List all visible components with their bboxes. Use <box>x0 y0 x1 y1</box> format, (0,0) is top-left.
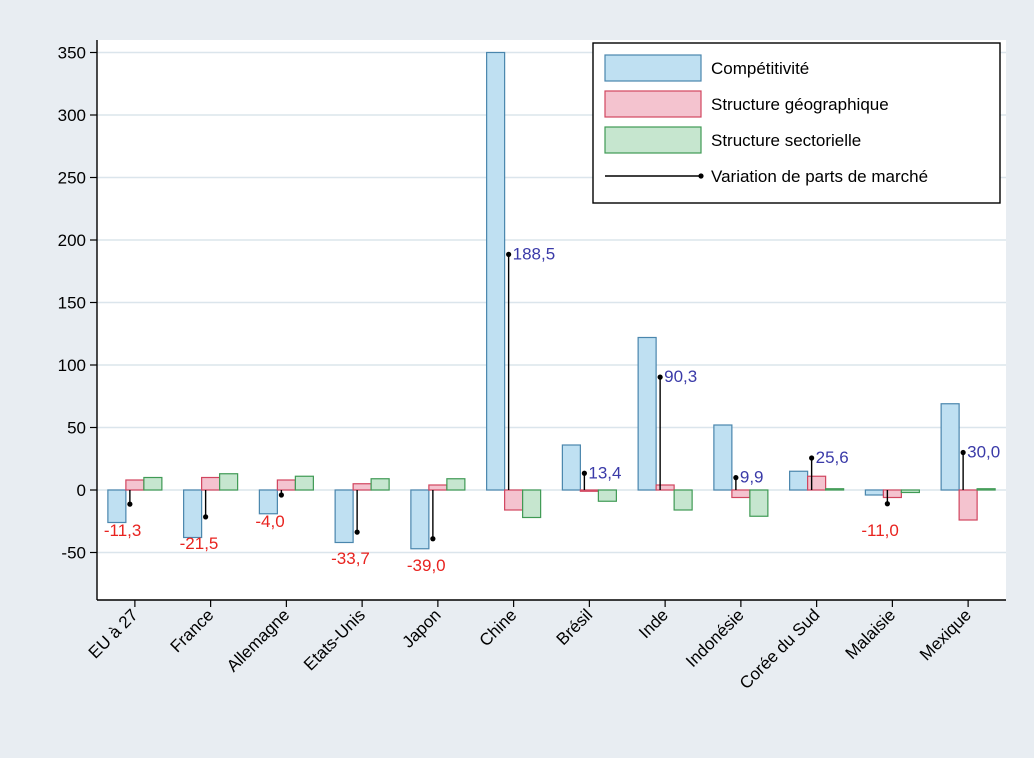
bar-structure-geographique <box>125 479 145 491</box>
variation-data-label: 13,4 <box>588 463 621 482</box>
bar-competitivite <box>334 489 354 544</box>
legend-label: Structure sectorielle <box>711 131 861 150</box>
bar-structure-sectorielle <box>900 489 920 494</box>
bar-competitivite <box>789 470 809 491</box>
bar-structure-sectorielle <box>219 473 239 491</box>
bar-competitivite <box>107 489 127 524</box>
variation-point <box>809 455 815 461</box>
variation-point <box>278 492 284 498</box>
variation-data-label: -11,3 <box>104 521 142 540</box>
bar-structure-sectorielle <box>976 488 996 491</box>
variation-point <box>127 501 133 507</box>
variation-data-label: -11,0 <box>861 521 899 540</box>
bar-competitivite <box>486 51 506 491</box>
bar-competitivite <box>864 489 884 496</box>
legend-swatch <box>604 54 702 82</box>
bar-structure-sectorielle <box>749 489 769 517</box>
variation-data-label: -39,0 <box>407 556 446 575</box>
legend-swatch <box>604 126 702 154</box>
x-tick-label: Mexique <box>916 605 975 664</box>
bar-structure-geographique <box>731 489 751 499</box>
bar-structure-geographique <box>428 484 448 491</box>
variation-data-label: 25,6 <box>816 448 849 467</box>
y-tick-label: -50 <box>61 544 86 563</box>
x-tick-label: EU à 27 <box>85 605 142 662</box>
bar-competitivite <box>258 489 278 515</box>
variation-data-label: 9,9 <box>740 468 764 487</box>
x-tick-label: France <box>167 605 218 656</box>
bar-structure-sectorielle <box>143 476 163 491</box>
x-tick-label: Indonésie <box>682 605 748 671</box>
bar-structure-geographique <box>579 489 599 492</box>
x-tick-label: Etats-Unis <box>300 605 369 674</box>
y-tick-label: 50 <box>67 419 86 438</box>
y-tick-label: 250 <box>58 169 86 188</box>
legend-label: Structure géographique <box>711 95 889 114</box>
y-tick-label: 100 <box>58 356 86 375</box>
bar-structure-geographique <box>655 484 675 491</box>
bar-competitivite <box>183 489 203 539</box>
variation-point <box>354 529 360 535</box>
y-tick-label: 300 <box>58 106 86 125</box>
variation-data-label: 90,3 <box>664 367 697 386</box>
bar-competitivite <box>940 403 960 491</box>
bar-structure-sectorielle <box>446 478 466 491</box>
bar-structure-sectorielle <box>522 489 542 519</box>
variation-point <box>960 449 966 456</box>
y-tick-label: 200 <box>58 231 86 250</box>
variation-point <box>430 536 436 542</box>
bar-structure-geographique <box>352 483 372 491</box>
variation-data-label: 30,0 <box>967 443 1000 462</box>
legend-swatch <box>604 90 702 118</box>
x-tick-label: Malaisie <box>842 605 900 663</box>
x-tick-label: Inde <box>635 605 672 642</box>
variation-data-label: 188,5 <box>513 244 556 263</box>
bar-structure-geographique <box>504 489 524 511</box>
variation-point <box>884 501 890 507</box>
bar-competitivite <box>561 444 581 491</box>
bar-structure-geographique <box>276 479 296 491</box>
y-tick-label: 150 <box>58 294 86 313</box>
variation-data-label: -21,5 <box>180 534 219 553</box>
variation-point <box>581 470 587 476</box>
bar-structure-sectorielle <box>597 489 617 502</box>
legend-label: Compétitivité <box>711 59 809 78</box>
bar-competitivite <box>637 336 657 491</box>
x-tick-label: Corée du Sud <box>736 605 824 693</box>
x-tick-label: Allemagne <box>223 605 293 675</box>
bar-structure-geographique <box>958 489 978 521</box>
variation-point <box>203 514 209 520</box>
bar-competitivite <box>410 489 430 550</box>
variation-point <box>657 374 663 380</box>
legend-label: Variation de parts de marché <box>711 167 928 186</box>
bar-structure-sectorielle <box>673 489 693 511</box>
bar-structure-sectorielle <box>370 478 390 491</box>
y-tick-label: 0 <box>77 481 86 500</box>
variation-point <box>506 251 512 257</box>
x-tick-label: Chine <box>476 605 521 650</box>
bar-structure-sectorielle <box>294 475 314 491</box>
variation-data-label: -33,7 <box>331 549 370 568</box>
bar-structure-sectorielle <box>825 488 845 491</box>
x-tick-label: Brésil <box>553 605 596 648</box>
bar-structure-geographique <box>882 489 902 499</box>
y-tick-label: 350 <box>58 44 86 63</box>
bar-structure-geographique <box>807 475 827 491</box>
variation-point <box>733 475 739 481</box>
legend-variation-point <box>698 173 704 179</box>
bar-structure-geographique <box>201 476 221 491</box>
bar-competitivite <box>713 424 733 491</box>
x-tick-label: Japon <box>399 605 445 651</box>
variation-data-label: -4,0 <box>255 512 284 531</box>
